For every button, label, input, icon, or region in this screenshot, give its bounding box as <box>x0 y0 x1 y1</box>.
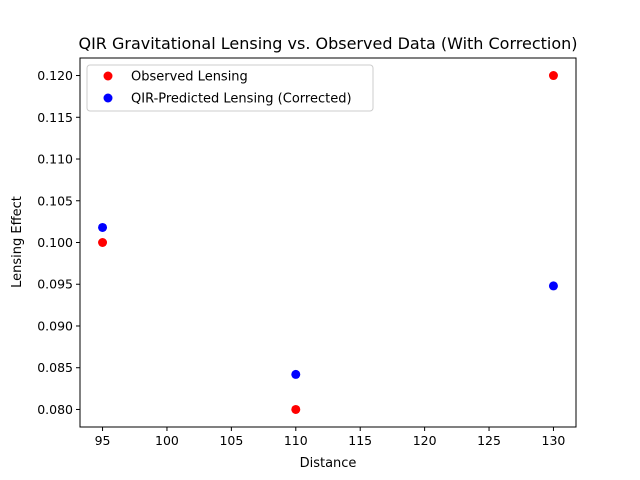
x-tick-label: 105 <box>219 433 243 448</box>
y-tick-label: 0.100 <box>37 235 73 250</box>
legend-marker-series-1 <box>103 93 113 103</box>
y-axis-label: Lensing Effect <box>10 196 25 288</box>
data-points <box>98 71 558 414</box>
legend-label-series-1: QIR-Predicted Lensing (Corrected) <box>131 92 352 107</box>
x-tick-label: 95 <box>95 433 111 448</box>
x-tick-label: 120 <box>413 433 437 448</box>
x-axis-label: Distance <box>300 456 357 471</box>
data-point-series-1 <box>548 281 558 291</box>
x-tick-label: 125 <box>477 433 501 448</box>
x-tick-label: 115 <box>348 433 372 448</box>
ticks: 95 100 105 110 115 120 125 130 0.080 0.085 0.090 0.… <box>37 68 565 448</box>
chart-title: QIR Gravitational Lensing vs. Observed D… <box>78 34 577 53</box>
y-tick-label: 0.115 <box>37 110 73 125</box>
legend: Observed Lensing QIR-Predicted Lensing (C… <box>86 64 374 112</box>
y-tick-label: 0.090 <box>37 318 73 333</box>
plot-frame <box>79 57 577 428</box>
legend-label-series-0: Observed Lensing <box>131 70 248 85</box>
data-point-series-0 <box>291 404 301 414</box>
x-tick-label: 130 <box>542 433 566 448</box>
y-tick-label: 0.085 <box>37 360 73 375</box>
legend-marker-series-0 <box>103 71 113 81</box>
x-tick-label: 110 <box>284 433 308 448</box>
x-tick-label: 100 <box>155 433 179 448</box>
y-tick-label: 0.120 <box>37 68 73 83</box>
y-tick-label: 0.110 <box>37 152 73 167</box>
y-tick-label: 0.095 <box>37 277 73 292</box>
data-point-series-1 <box>291 369 301 379</box>
data-point-series-1 <box>98 222 108 232</box>
data-point-series-0 <box>548 71 558 81</box>
y-tick-label: 0.080 <box>37 402 73 417</box>
y-tick-label: 0.105 <box>37 193 73 208</box>
legend-box <box>86 64 374 112</box>
data-point-series-0 <box>98 238 108 247</box>
